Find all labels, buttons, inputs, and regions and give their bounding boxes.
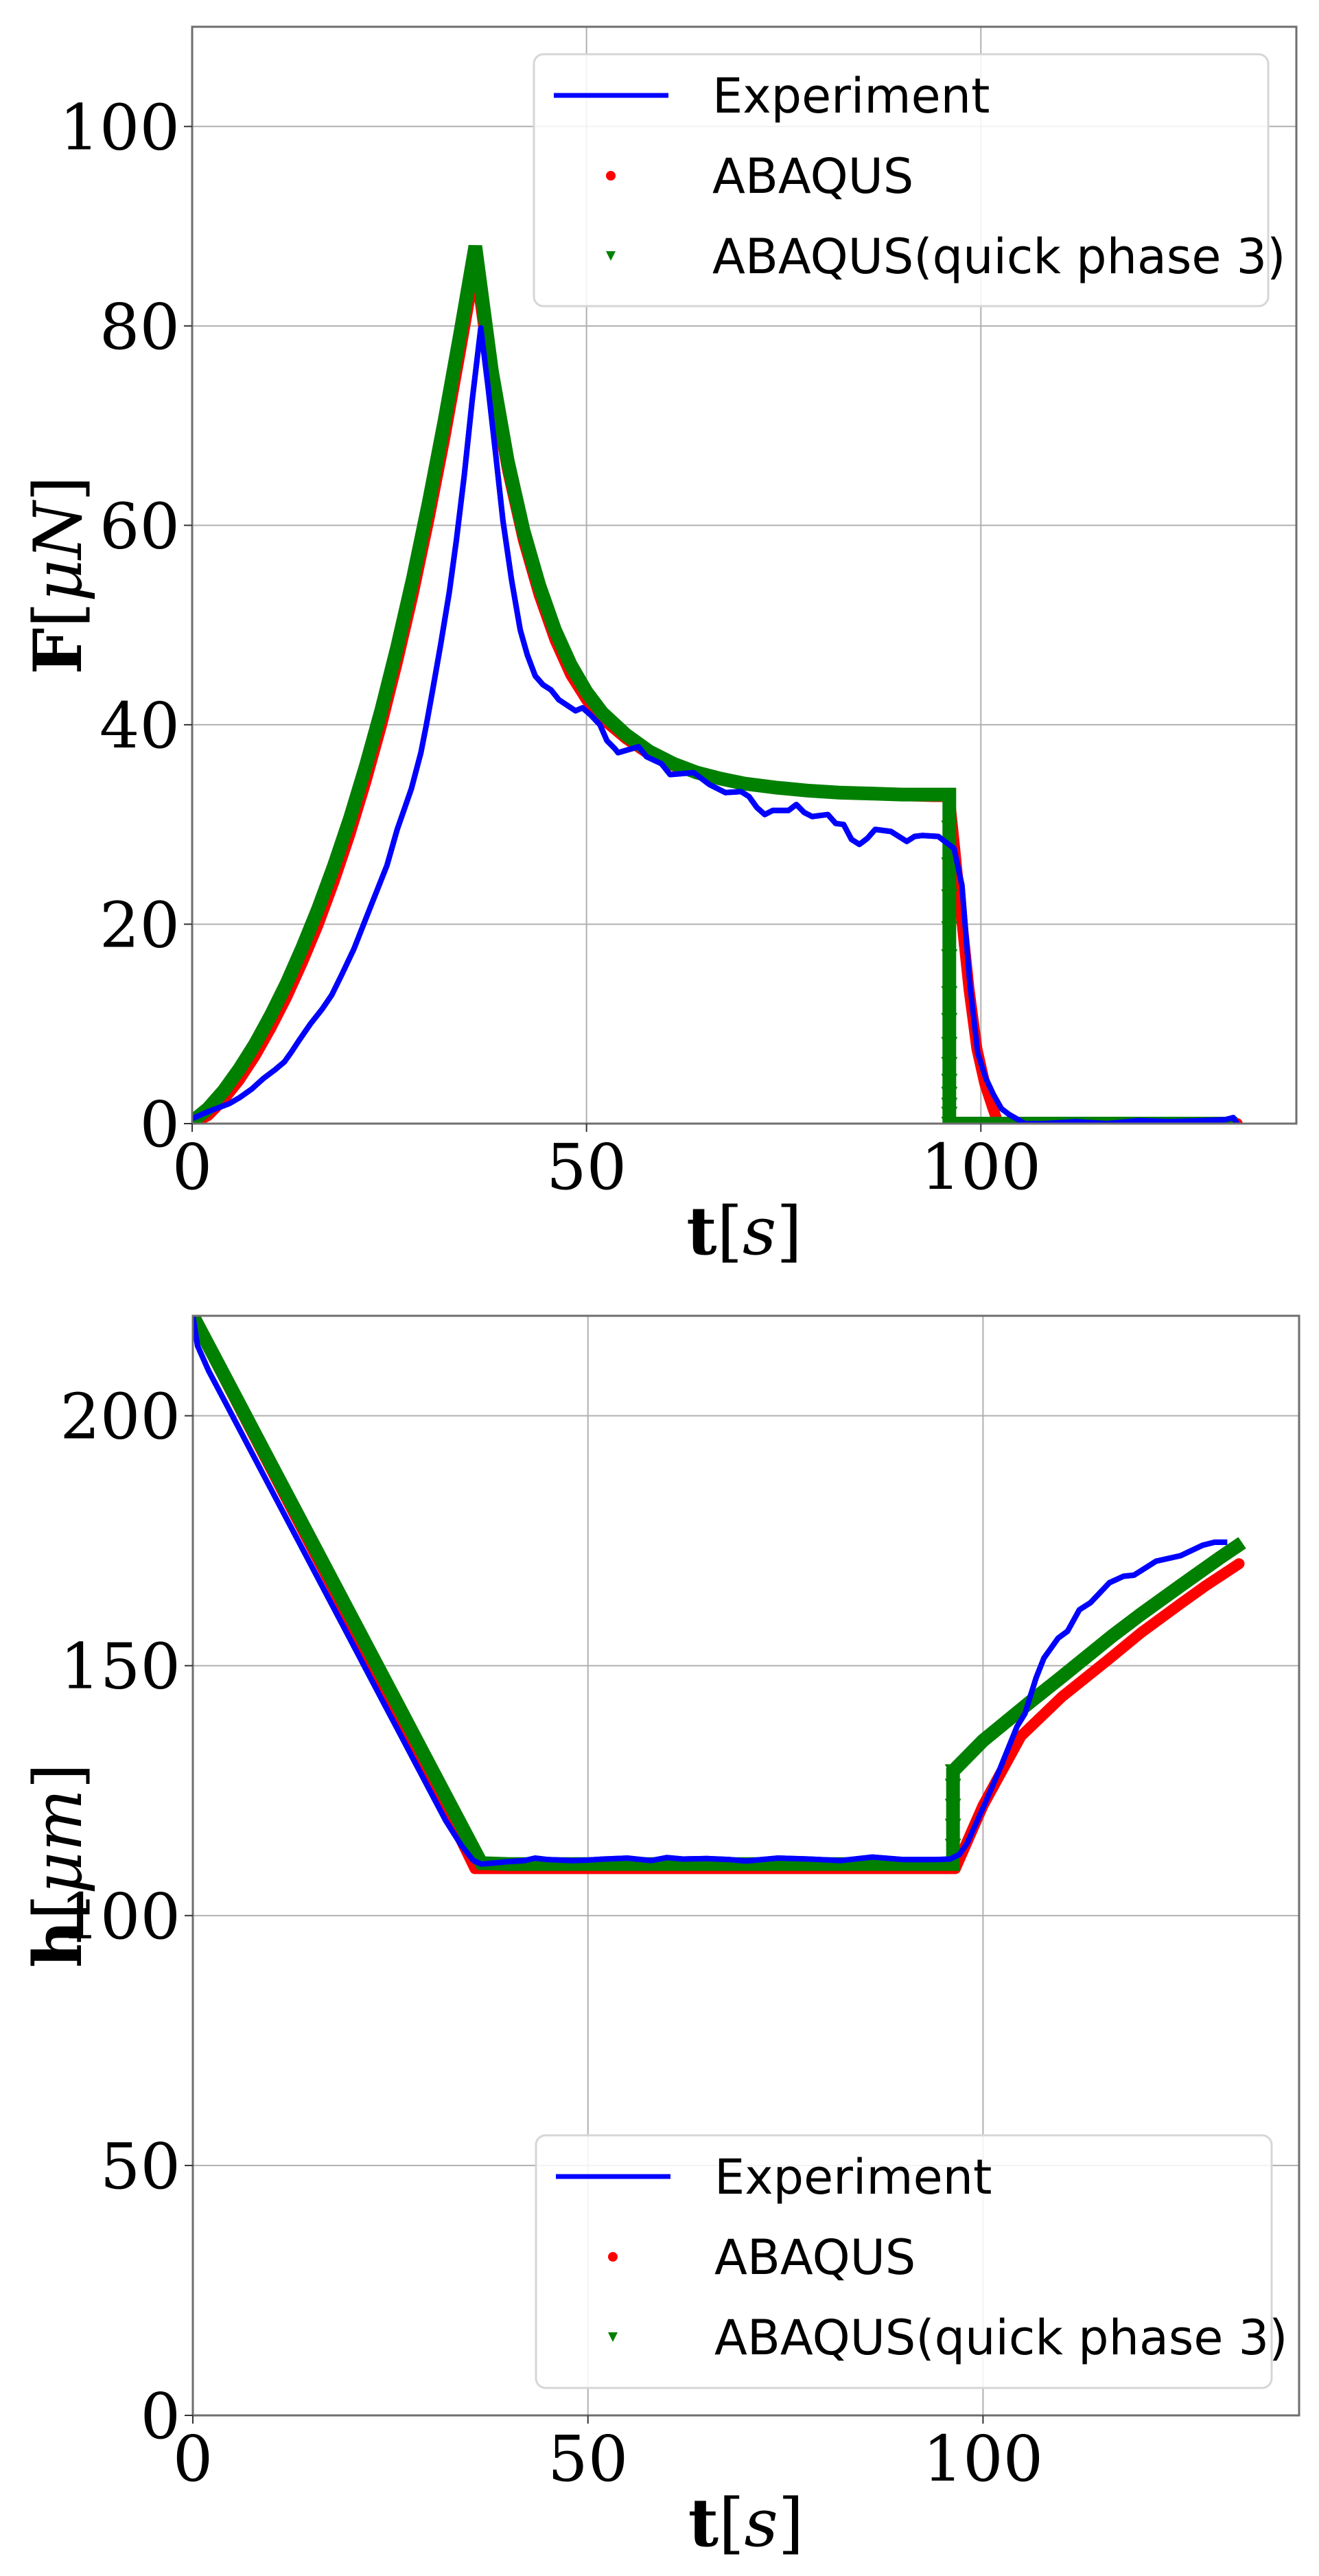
series-abaqus [193, 1316, 1245, 1875]
triangle-marker [941, 1074, 958, 1089]
x-axis-label: t[s] [688, 2484, 804, 2562]
legend-circle-icon [606, 171, 616, 181]
legend-item: ABAQUS [606, 148, 913, 205]
legend-label: ABAQUS [714, 2229, 915, 2286]
triangle-marker [941, 857, 958, 873]
x-tick-label: 0 [173, 2422, 213, 2496]
series-experiment-overlay [193, 1316, 1228, 1867]
legend-item: Experiment [556, 2149, 992, 2205]
series-abaqus [192, 260, 1243, 1124]
x-tick-label: 50 [548, 2422, 628, 2496]
legend-item: Experiment [554, 68, 990, 124]
y-axis-label: F[μN] [19, 476, 97, 674]
y-tick-label: 40 [100, 689, 180, 763]
y-tick-label: 200 [60, 1380, 180, 1454]
triangle-marker [941, 1117, 958, 1124]
legend: Experiment ABAQUS ABAQUS(quick phase 3) [533, 53, 1286, 308]
x-tick-label: 0 [172, 1130, 213, 1204]
legend-circle-icon [608, 2252, 618, 2262]
x-tick-label: 100 [920, 1130, 1041, 1204]
legend-label: ABAQUS(quick phase 3) [712, 229, 1286, 285]
series-experiment-overlay [192, 325, 1240, 1124]
x-axis-label: t[s] [686, 1192, 802, 1270]
triangle-marker [941, 1087, 958, 1102]
series-experiment [192, 325, 1240, 1124]
triangle-marker [941, 1036, 958, 1052]
y-tick-label: 0 [139, 1088, 180, 1161]
y-axis-label: h[μm] [19, 1763, 97, 1968]
triangle-marker [944, 1778, 961, 1794]
triangle-marker [941, 949, 958, 964]
legend-item: ABAQUS(quick phase 3) [608, 2310, 1288, 2366]
legend-triangle-icon [608, 2332, 618, 2342]
triangle-marker [941, 986, 958, 1001]
legend-label: Experiment [714, 2149, 992, 2205]
x-tick-label: 100 [923, 2422, 1044, 2496]
legend-label: Experiment [712, 68, 990, 124]
legend-item: ABAQUS [608, 2229, 915, 2286]
triangle-marker [941, 889, 958, 905]
triangle-marker [941, 1098, 958, 1113]
axes-frame [191, 1314, 1300, 2417]
legend-triangle-icon [606, 251, 616, 261]
y-tick-label: 60 [100, 489, 180, 563]
y-tick-label: 100 [60, 1880, 180, 1953]
legend-label: ABAQUS(quick phase 3) [714, 2310, 1288, 2366]
legend: Experiment ABAQUS ABAQUS(quick phase 3) [535, 2134, 1288, 2389]
y-tick-label: 0 [140, 2380, 180, 2453]
series-abaqus-quick-phase-3- [193, 1316, 1246, 1871]
plot-area [193, 1316, 1246, 1875]
legend-item: ABAQUS(quick phase 3) [606, 229, 1286, 285]
triangle-marker [941, 820, 958, 836]
axes-frame [191, 25, 1298, 1125]
y-tick-label: 80 [100, 290, 180, 364]
indentation-depth-chart: 0 50 100 0 50 100 150 200 t[s] h[μm] Experiment ABA… [19, 1314, 1300, 2562]
y-tick-label: 50 [100, 2130, 180, 2203]
triangle-marker [941, 921, 958, 937]
triangle-marker [944, 1798, 961, 1814]
series-experiment [193, 1316, 1228, 1867]
triangle-marker [944, 1818, 961, 1834]
y-tick-label: 100 [59, 91, 180, 164]
y-tick-label: 150 [60, 1630, 180, 1704]
triangle-marker [941, 1056, 958, 1072]
triangle-marker [941, 1106, 958, 1122]
tick-labels: 0 50 100 0 50 100 150 200 [60, 1380, 1043, 2496]
triangle-marker [944, 1838, 961, 1854]
force-chart: 0 50 100 0 20 40 60 80 100 t[s] F[μN] Experiment ABA… [19, 25, 1298, 1270]
triangle-marker [944, 1764, 961, 1780]
legend-label: ABAQUS [712, 148, 913, 205]
plot-area [192, 244, 1243, 1124]
x-tick-label: 50 [546, 1130, 627, 1204]
y-tick-label: 20 [100, 888, 180, 962]
triangle-marker [941, 1012, 958, 1028]
series-abaqus-quick-phase-3- [192, 244, 1237, 1124]
tick-labels: 0 50 100 0 20 40 60 80 100 [59, 91, 1041, 1204]
